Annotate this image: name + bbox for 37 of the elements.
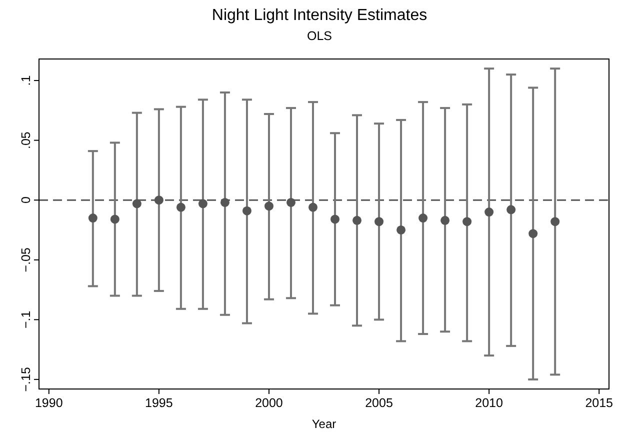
point bbox=[506, 205, 516, 214]
y-tick-label: −.1 bbox=[19, 310, 33, 329]
point bbox=[264, 202, 274, 211]
x-tick-label: 2000 bbox=[255, 396, 283, 410]
point bbox=[374, 217, 384, 226]
chart-subtitle: OLS bbox=[306, 29, 332, 43]
y-tick-label: .1 bbox=[19, 75, 33, 86]
point bbox=[418, 214, 428, 223]
point bbox=[242, 206, 252, 216]
point bbox=[352, 216, 362, 225]
x-tick-label: 1990 bbox=[34, 396, 63, 410]
point bbox=[440, 216, 450, 225]
y-tick-label: .05 bbox=[19, 132, 33, 149]
x-tick-label: 2010 bbox=[475, 396, 504, 410]
x-tick-label: 2015 bbox=[585, 396, 614, 410]
x-tick-label: 2005 bbox=[365, 396, 393, 410]
point bbox=[154, 196, 164, 205]
point bbox=[220, 198, 230, 207]
y-tick-label: 0 bbox=[19, 196, 33, 204]
point bbox=[462, 217, 472, 226]
point bbox=[528, 229, 538, 238]
point bbox=[484, 208, 494, 217]
point bbox=[198, 199, 208, 208]
point bbox=[132, 199, 142, 208]
point bbox=[286, 198, 296, 207]
x-tick-label: 1995 bbox=[145, 396, 173, 410]
x-axis-title: Year bbox=[312, 417, 336, 431]
chart-title: Night Light Intensity Estimates bbox=[212, 7, 428, 24]
point bbox=[550, 217, 560, 226]
point bbox=[396, 225, 406, 234]
y-tick-label: −.05 bbox=[19, 247, 33, 272]
point bbox=[330, 214, 340, 224]
y-tick-label: −.15 bbox=[19, 367, 33, 392]
point bbox=[176, 202, 186, 212]
point bbox=[110, 214, 120, 224]
point bbox=[88, 214, 98, 223]
point bbox=[308, 202, 318, 212]
